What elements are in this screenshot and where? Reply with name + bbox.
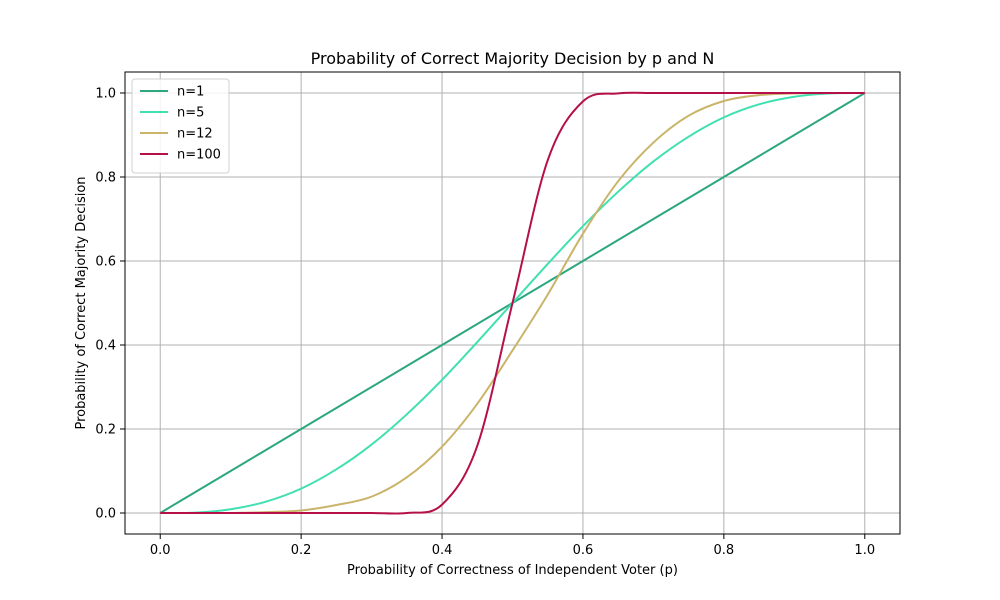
legend: n=1 n=5 n=12 n=100	[131, 78, 230, 174]
chart-title: Probability of Correct Majority Decision…	[311, 49, 715, 68]
y-tick-label: 0.6	[95, 255, 116, 270]
y-tick-label: 0.0	[95, 507, 116, 522]
y-tick-label: 0.4	[95, 339, 116, 354]
series-group	[159, 91, 866, 515]
plot-area	[124, 71, 901, 535]
legend-label-n-12: n=12	[177, 127, 213, 142]
series-line-n-100	[160, 91, 865, 515]
y-tick-label: 1.0	[95, 87, 116, 102]
legend-label-n-5: n=5	[177, 106, 204, 121]
y-tick-label: 0.2	[95, 423, 116, 438]
legend-box	[131, 78, 230, 174]
legend-label-n-1: n=1	[177, 85, 204, 100]
x-tick-label: 1.0	[854, 543, 875, 558]
y-axis-label: Probability of Correct Majority Decision	[74, 176, 89, 429]
x-tick-label: 0.0	[150, 543, 171, 558]
series-line-n-12	[160, 91, 865, 515]
x-tick-label: 0.8	[714, 543, 735, 558]
legend-label-n-100: n=100	[177, 148, 221, 163]
x-tick-label: 0.6	[573, 543, 594, 558]
x-axis-label: Probability of Correctness of Independen…	[347, 563, 678, 578]
axis-ticks: 0.0 0.2 0.4 0.6 0.8 1.0 0.0 0.2 0.4 0.6 0.8 1.0	[95, 87, 875, 559]
y-tick-label: 0.8	[95, 171, 116, 186]
x-tick-label: 0.4	[432, 543, 453, 558]
x-tick-label: 0.2	[291, 543, 312, 558]
